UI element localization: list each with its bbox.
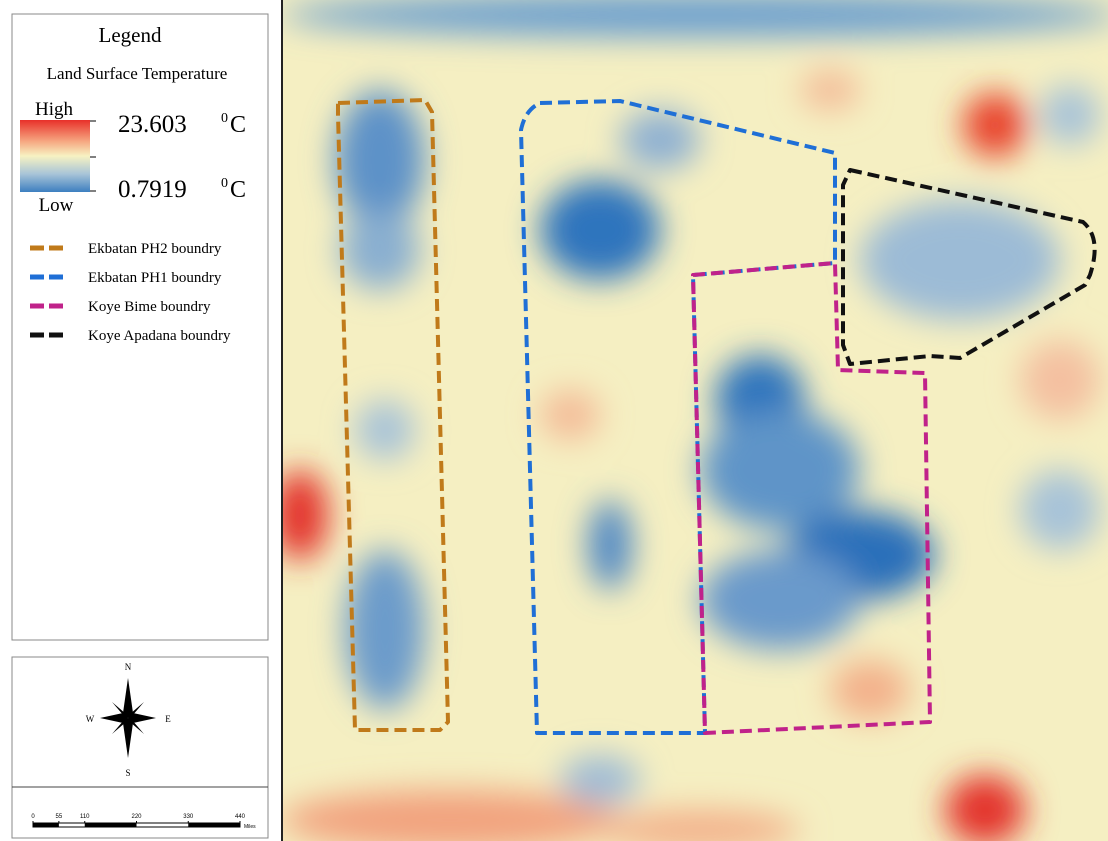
north-arrow: N E S W bbox=[86, 662, 172, 778]
color-ramp bbox=[20, 120, 90, 192]
scale-unit: Miles bbox=[244, 824, 256, 830]
scale-segment bbox=[33, 823, 59, 827]
unit: C bbox=[230, 177, 246, 203]
legend-title: Legend bbox=[99, 23, 162, 47]
compass-e: E bbox=[165, 714, 171, 724]
legend-label: Koye Bime boundry bbox=[88, 299, 211, 315]
scale-bar: 0 55 110 220 330 440 Miles bbox=[31, 814, 256, 830]
scale-label: 110 bbox=[80, 814, 90, 820]
compass-n: N bbox=[125, 662, 132, 672]
legend-label: Ekbatan PH2 boundry bbox=[88, 241, 222, 257]
legend-label: Koye Apadana boundry bbox=[88, 328, 231, 344]
scale-segment bbox=[188, 823, 240, 827]
legend-box bbox=[11, 13, 269, 641]
scale-label: 55 bbox=[56, 814, 63, 820]
apadana-boundary bbox=[841, 168, 1097, 366]
legend-entries: Ekbatan PH2 boundry Ekbatan PH1 boundry Ko… bbox=[30, 241, 231, 344]
scale-segment bbox=[84, 823, 137, 827]
lst-raster bbox=[283, 0, 1108, 841]
legend-subtitle: Land Surface Temperature bbox=[47, 64, 228, 83]
ph2-boundary bbox=[336, 98, 450, 732]
legend-label: Ekbatan PH1 boundry bbox=[88, 270, 222, 286]
scale-label: 0 bbox=[31, 814, 35, 820]
compass-s: S bbox=[125, 768, 130, 778]
unit: C bbox=[230, 112, 246, 138]
ph1-boundary bbox=[519, 99, 837, 735]
scale-label: 220 bbox=[131, 814, 142, 820]
unit-sup: 0 bbox=[221, 111, 228, 126]
unit-sup: 0 bbox=[221, 176, 228, 191]
compass-box bbox=[11, 656, 269, 839]
scale-label: 330 bbox=[183, 814, 194, 820]
high-label: High bbox=[35, 99, 74, 120]
low-label: Low bbox=[39, 195, 74, 216]
scale-label: 440 bbox=[235, 814, 246, 820]
bime-boundary bbox=[691, 261, 932, 735]
compass-w: W bbox=[86, 714, 95, 724]
high-value: 23.603 bbox=[118, 111, 187, 138]
low-value: 0.7919 bbox=[118, 176, 187, 203]
